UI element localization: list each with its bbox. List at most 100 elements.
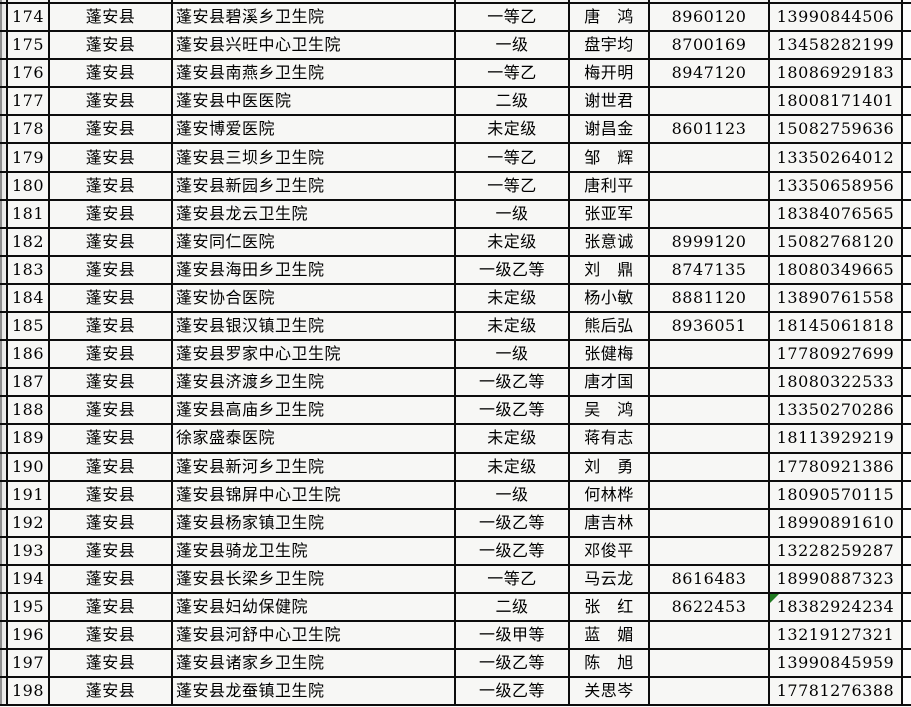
grade-cell[interactable]: 未定级 (456, 228, 570, 255)
row-number-cell[interactable]: 184 (8, 284, 50, 312)
row-number-cell[interactable]: 179 (8, 144, 50, 171)
grade-cell[interactable]: 一等乙 (456, 60, 570, 87)
grade-cell[interactable]: 一级乙等 (456, 650, 570, 677)
hospital-name-cell[interactable]: 蓬安县兴旺中心卫生院 (173, 32, 456, 59)
contact-person-cell[interactable]: 张亚军 (570, 200, 650, 227)
hospital-name-cell[interactable]: 蓬安县新河乡卫生院 (173, 453, 456, 480)
county-cell[interactable]: 蓬安县 (50, 341, 173, 368)
mobile-phone-cell[interactable]: 13890761558 (770, 284, 903, 312)
row-number-cell[interactable]: 178 (8, 116, 50, 143)
hospital-name-cell[interactable]: 蓬安同仁医院 (173, 228, 456, 255)
mobile-phone-cell[interactable]: 18080349665 (770, 256, 903, 283)
contact-person-cell[interactable]: 邓俊平 (570, 537, 650, 564)
hospital-name-cell[interactable]: 蓬安县诸家乡卫生院 (173, 650, 456, 677)
hospital-name-cell[interactable]: 蓬安县锦屏中心卫生院 (173, 481, 456, 508)
county-cell[interactable]: 蓬安县 (50, 481, 173, 508)
hospital-name-cell[interactable]: 蓬安县新园乡卫生院 (173, 172, 456, 199)
grade-cell[interactable]: 未定级 (456, 425, 570, 452)
landline-phone-cell[interactable] (650, 172, 770, 199)
county-cell[interactable]: 蓬安县 (50, 678, 173, 705)
contact-person-cell[interactable]: 刘 鼎 (570, 256, 650, 283)
row-number-cell[interactable]: 192 (8, 509, 50, 536)
grade-cell[interactable]: 一等乙 (456, 4, 570, 31)
mobile-phone-cell[interactable]: 17781276388 (770, 678, 903, 705)
hospital-name-cell[interactable]: 蓬安县中医医院 (173, 88, 456, 115)
landline-phone-cell[interactable] (650, 341, 770, 368)
row-number-cell[interactable]: 198 (8, 678, 50, 705)
hospital-name-cell[interactable]: 蓬安县高庙乡卫生院 (173, 397, 456, 424)
contact-person-cell[interactable]: 张健梅 (570, 341, 650, 368)
grade-cell[interactable]: 一级乙等 (456, 537, 570, 564)
grade-cell[interactable]: 未定级 (456, 116, 570, 143)
grade-cell[interactable]: 未定级 (456, 453, 570, 480)
county-cell[interactable]: 蓬安县 (50, 172, 173, 199)
contact-person-cell[interactable]: 盘宇均 (570, 32, 650, 59)
grade-cell[interactable]: 一级 (456, 32, 570, 59)
landline-phone-cell[interactable]: 8601123 (650, 116, 770, 143)
mobile-phone-cell[interactable]: 13350264012 (770, 144, 903, 171)
landline-phone-cell[interactable] (650, 509, 770, 536)
county-cell[interactable]: 蓬安县 (50, 313, 173, 340)
landline-phone-cell[interactable] (650, 481, 770, 508)
grade-cell[interactable]: 一等乙 (456, 172, 570, 199)
mobile-phone-cell[interactable]: 18080322533 (770, 369, 903, 396)
county-cell[interactable]: 蓬安县 (50, 60, 173, 87)
county-cell[interactable]: 蓬安县 (50, 284, 173, 312)
row-number-cell[interactable]: 190 (8, 453, 50, 480)
county-cell[interactable]: 蓬安县 (50, 116, 173, 143)
hospital-name-cell[interactable]: 蓬安县三坝乡卫生院 (173, 144, 456, 171)
county-cell[interactable]: 蓬安县 (50, 144, 173, 171)
landline-phone-cell[interactable] (650, 453, 770, 480)
county-cell[interactable]: 蓬安县 (50, 4, 173, 31)
mobile-phone-cell[interactable]: 18086929183 (770, 60, 903, 87)
row-number-cell[interactable]: 188 (8, 397, 50, 424)
county-cell[interactable]: 蓬安县 (50, 593, 173, 621)
contact-person-cell[interactable]: 刘 勇 (570, 453, 650, 480)
row-number-cell[interactable]: 193 (8, 537, 50, 564)
hospital-name-cell[interactable]: 蓬安县碧溪乡卫生院 (173, 4, 456, 31)
grade-cell[interactable]: 未定级 (456, 284, 570, 312)
row-number-cell[interactable]: 195 (8, 593, 50, 621)
row-number-cell[interactable]: 176 (8, 60, 50, 87)
mobile-phone-cell[interactable]: 17780921386 (770, 453, 903, 480)
row-number-cell[interactable]: 175 (8, 32, 50, 59)
grade-cell[interactable]: 一级乙等 (456, 509, 570, 536)
contact-person-cell[interactable]: 何林桦 (570, 481, 650, 508)
mobile-phone-cell[interactable]: 18008171401 (770, 88, 903, 115)
row-number-cell[interactable]: 174 (8, 4, 50, 31)
landline-phone-cell[interactable]: 8936051 (650, 313, 770, 340)
hospital-name-cell[interactable]: 蓬安博爱医院 (173, 116, 456, 143)
row-number-cell[interactable]: 183 (8, 256, 50, 283)
mobile-phone-cell[interactable]: 13350658956 (770, 172, 903, 199)
row-number-cell[interactable]: 191 (8, 481, 50, 508)
landline-phone-cell[interactable] (650, 678, 770, 705)
grade-cell[interactable]: 未定级 (456, 313, 570, 340)
hospital-name-cell[interactable]: 蓬安县河舒中心卫生院 (173, 622, 456, 649)
row-number-cell[interactable]: 182 (8, 228, 50, 255)
county-cell[interactable]: 蓬安县 (50, 537, 173, 564)
contact-person-cell[interactable]: 唐吉林 (570, 509, 650, 536)
mobile-phone-cell[interactable]: 15082759636 (770, 116, 903, 143)
contact-person-cell[interactable]: 梅开明 (570, 60, 650, 87)
contact-person-cell[interactable]: 陈 旭 (570, 650, 650, 677)
contact-person-cell[interactable]: 吴 鸿 (570, 397, 650, 424)
grade-cell[interactable]: 一级 (456, 341, 570, 368)
grade-cell[interactable]: 二级 (456, 593, 570, 621)
landline-phone-cell[interactable] (650, 650, 770, 677)
contact-person-cell[interactable]: 谢世君 (570, 88, 650, 115)
grade-cell[interactable]: 一级 (456, 481, 570, 508)
county-cell[interactable]: 蓬安县 (50, 369, 173, 396)
contact-person-cell[interactable]: 张意诚 (570, 228, 650, 255)
mobile-phone-cell[interactable]: 18113929219 (770, 425, 903, 452)
county-cell[interactable]: 蓬安县 (50, 453, 173, 480)
hospital-name-cell[interactable]: 蓬安县海田乡卫生院 (173, 256, 456, 283)
row-number-cell[interactable]: 185 (8, 313, 50, 340)
county-cell[interactable]: 蓬安县 (50, 256, 173, 283)
mobile-phone-cell[interactable]: 13219127321 (770, 622, 903, 649)
contact-person-cell[interactable]: 蒋有志 (570, 425, 650, 452)
contact-person-cell[interactable]: 杨小敏 (570, 284, 650, 312)
hospital-name-cell[interactable]: 徐家盛泰医院 (173, 425, 456, 452)
landline-phone-cell[interactable]: 8747135 (650, 256, 770, 283)
hospital-name-cell[interactable]: 蓬安县骑龙卫生院 (173, 537, 456, 564)
county-cell[interactable]: 蓬安县 (50, 228, 173, 255)
